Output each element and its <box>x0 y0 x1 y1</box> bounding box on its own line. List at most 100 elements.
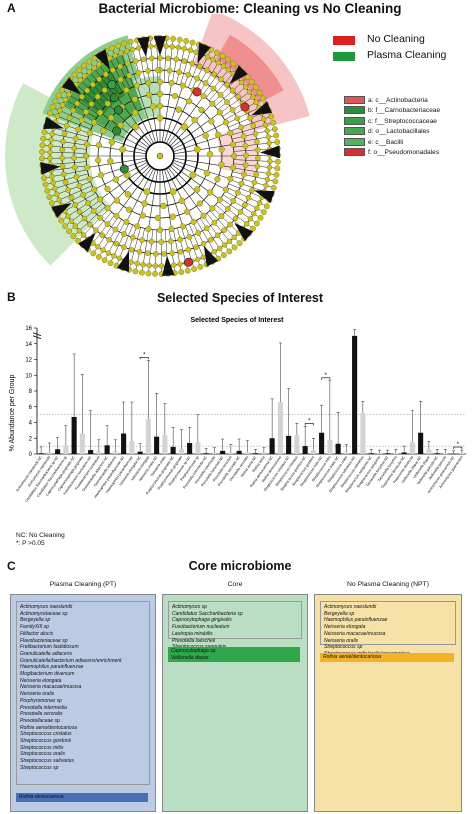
tree-node <box>194 75 201 82</box>
panel-a-letter: A <box>7 1 16 15</box>
tree-node <box>200 93 207 100</box>
tree-node <box>264 128 270 134</box>
tree-node <box>141 200 148 207</box>
tree-node <box>49 173 55 180</box>
tree-node <box>255 155 261 161</box>
tree-node <box>210 56 216 63</box>
tree-node <box>219 53 226 59</box>
tree-node <box>109 45 115 52</box>
tree-node <box>169 250 176 257</box>
tree-node <box>265 134 272 140</box>
tree-node <box>226 248 233 255</box>
tree-node <box>61 130 68 137</box>
tree-node <box>270 184 277 191</box>
tree-node <box>115 42 121 49</box>
tree-node <box>117 122 124 129</box>
bar <box>360 413 366 454</box>
tree-node <box>154 214 161 222</box>
core-highlight-line-2: Veillonella dispar <box>171 654 209 661</box>
bar <box>55 449 61 454</box>
tree-node <box>156 114 164 122</box>
bar <box>178 449 184 454</box>
species-name: Streptococcus cristatus <box>20 731 72 738</box>
tree-node <box>140 56 147 63</box>
species-name: Streptococcus mitis <box>20 744 64 751</box>
tree-node <box>62 96 69 103</box>
tree-node <box>242 142 249 149</box>
tree-node <box>76 209 83 215</box>
significance-bracket <box>139 356 149 360</box>
bar <box>393 453 399 454</box>
taxon-c-label: c: f__Streptococcaceae <box>368 117 437 125</box>
tree-branch <box>136 85 156 143</box>
tree-node <box>171 92 179 99</box>
tree-node <box>224 99 230 106</box>
tree-node <box>126 72 133 79</box>
cladogram <box>4 14 310 277</box>
tree-node <box>76 67 83 73</box>
bar <box>154 436 160 454</box>
tree-node <box>95 254 102 260</box>
tree-node <box>145 226 152 233</box>
tree-node <box>55 92 62 99</box>
tree-node <box>131 109 139 116</box>
bar <box>335 443 341 454</box>
tree-node <box>94 93 101 100</box>
tree-node <box>72 202 78 208</box>
tree-node <box>230 60 237 67</box>
tree-node <box>97 172 105 179</box>
species-name: Streptococcus sp <box>20 764 59 771</box>
species-name: Prevotellaceae sp <box>20 717 60 724</box>
tree-node <box>196 200 203 207</box>
tree-node <box>183 38 190 44</box>
tree-node <box>181 123 188 131</box>
tree-node <box>87 221 93 228</box>
bar <box>286 435 292 454</box>
taxon-b: b: f__Carnobacteriaceae <box>344 106 440 114</box>
taxon-a: a: c__Actinobacteria <box>344 96 428 104</box>
species-name: Streptococcus salivarius <box>20 758 74 765</box>
tree-node <box>90 207 97 214</box>
tree-branch <box>93 122 148 150</box>
tree-node <box>71 71 78 78</box>
tree-node <box>230 198 237 204</box>
significance-bracket <box>321 377 331 380</box>
species-name: Neisseria elongata <box>20 677 62 684</box>
taxon-e: e: c__Bacilli <box>344 138 403 146</box>
tree-node <box>229 107 236 113</box>
tree-node <box>263 182 269 189</box>
footnote-significance: *: P >0.05 <box>16 540 45 547</box>
species-name: Neisseria elongata <box>324 624 366 631</box>
tree-node <box>274 139 281 145</box>
tree-node <box>221 252 227 259</box>
tree-node <box>65 213 71 219</box>
tree-branch <box>173 144 234 155</box>
tree-node <box>75 126 82 133</box>
tree-node <box>215 60 221 66</box>
bar <box>195 442 201 454</box>
tree-node <box>108 139 116 146</box>
tree-node <box>241 171 247 178</box>
tree-node <box>73 173 80 180</box>
species-name: Flavobacteriaceae sp <box>20 637 68 644</box>
tree-node <box>170 35 177 42</box>
tree-node <box>200 240 207 247</box>
species-name: Haemophilus parainfluenzae <box>20 664 84 671</box>
tree-node <box>206 151 214 158</box>
tree-node <box>225 67 232 73</box>
tree-node <box>81 73 88 79</box>
tree-node <box>185 71 192 78</box>
tree-node <box>91 186 98 193</box>
panel-b-title: Selected Species of Interest <box>156 291 324 305</box>
collapsed-clade-wedge <box>43 116 64 130</box>
tree-node <box>227 221 233 228</box>
tree-node <box>254 138 260 145</box>
tree-node <box>96 61 102 68</box>
tree-node <box>68 194 75 201</box>
tree-node <box>181 58 188 64</box>
tree-node <box>260 95 266 102</box>
axis-break <box>32 332 42 337</box>
tree-node <box>80 232 87 238</box>
y-tick-label: 6 <box>29 405 33 411</box>
species-name: Porphyromonas sp <box>20 697 62 704</box>
